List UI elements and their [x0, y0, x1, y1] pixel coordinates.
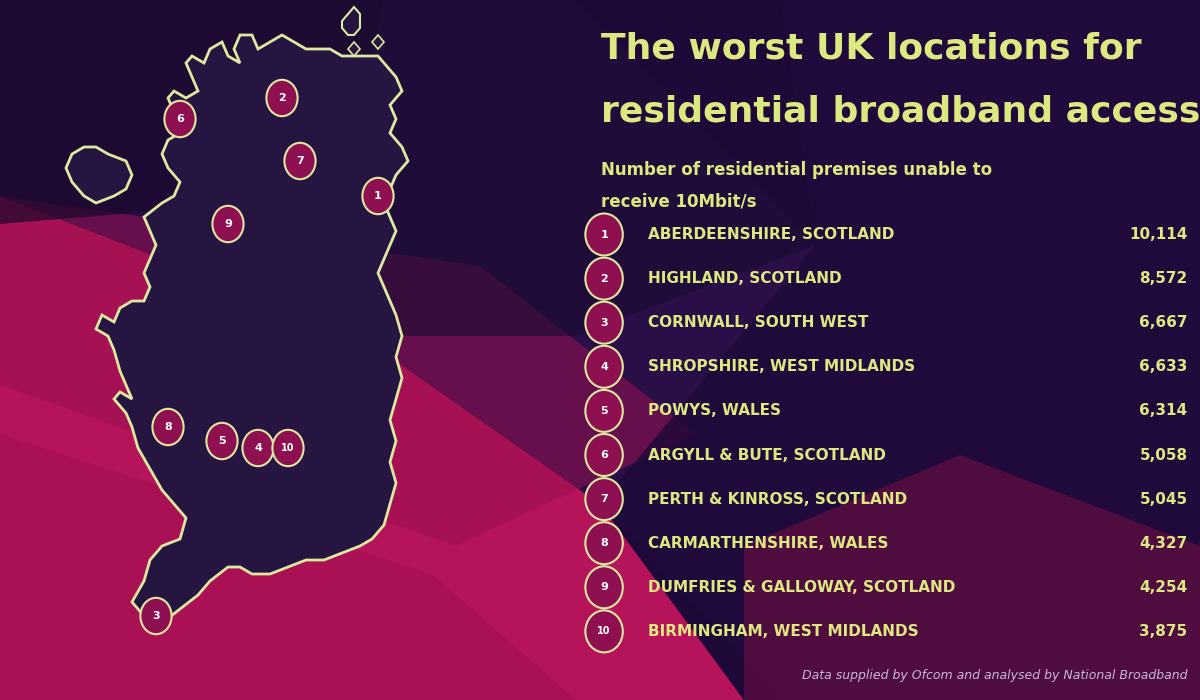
- Text: 4,327: 4,327: [1139, 536, 1188, 551]
- Text: 6: 6: [176, 114, 184, 124]
- Text: 6,633: 6,633: [1139, 359, 1188, 375]
- Text: 4: 4: [600, 362, 608, 372]
- Text: 1: 1: [600, 230, 608, 239]
- Text: 6,667: 6,667: [1139, 315, 1188, 330]
- Polygon shape: [342, 7, 360, 35]
- Text: 2: 2: [600, 274, 608, 284]
- Circle shape: [586, 390, 623, 432]
- Circle shape: [272, 430, 304, 466]
- Circle shape: [242, 430, 274, 466]
- Text: Number of residential premises unable to: Number of residential premises unable to: [601, 161, 992, 179]
- Text: CORNWALL, SOUTH WEST: CORNWALL, SOUTH WEST: [648, 315, 868, 330]
- Text: 3,875: 3,875: [1139, 624, 1188, 639]
- Circle shape: [586, 478, 623, 520]
- Text: HIGHLAND, SCOTLAND: HIGHLAND, SCOTLAND: [648, 271, 841, 286]
- Text: 10: 10: [281, 443, 295, 453]
- Polygon shape: [0, 434, 576, 700]
- Text: residential broadband access: residential broadband access: [601, 94, 1200, 129]
- Text: The worst UK locations for: The worst UK locations for: [601, 32, 1141, 66]
- Text: 8: 8: [600, 538, 608, 548]
- Circle shape: [152, 409, 184, 445]
- Text: 3: 3: [152, 611, 160, 621]
- Text: ARGYLL & BUTE, SCOTLAND: ARGYLL & BUTE, SCOTLAND: [648, 447, 886, 463]
- Circle shape: [586, 566, 623, 608]
- Text: Data supplied by Ofcom and analysed by National Broadband: Data supplied by Ofcom and analysed by N…: [802, 669, 1188, 682]
- Polygon shape: [0, 0, 384, 224]
- Text: 1: 1: [374, 191, 382, 201]
- Text: 5: 5: [600, 406, 608, 416]
- Text: POWYS, WALES: POWYS, WALES: [648, 403, 781, 419]
- Polygon shape: [66, 147, 132, 203]
- Text: 10: 10: [598, 626, 611, 636]
- Text: BIRMINGHAM, WEST MIDLANDS: BIRMINGHAM, WEST MIDLANDS: [648, 624, 918, 639]
- Circle shape: [586, 434, 623, 476]
- Polygon shape: [96, 35, 408, 623]
- Polygon shape: [0, 196, 744, 700]
- Text: receive 10Mbit/s: receive 10Mbit/s: [601, 193, 756, 211]
- Circle shape: [586, 302, 623, 344]
- Polygon shape: [744, 455, 1200, 700]
- Text: 6,314: 6,314: [1139, 403, 1188, 419]
- Circle shape: [586, 258, 623, 300]
- Circle shape: [362, 178, 394, 214]
- Circle shape: [212, 206, 244, 242]
- Circle shape: [206, 423, 238, 459]
- Polygon shape: [348, 42, 360, 56]
- Text: 7: 7: [296, 156, 304, 166]
- Text: SHROPSHIRE, WEST MIDLANDS: SHROPSHIRE, WEST MIDLANDS: [648, 359, 914, 375]
- Text: ABERDEENSHIRE, SCOTLAND: ABERDEENSHIRE, SCOTLAND: [648, 227, 894, 242]
- Polygon shape: [576, 0, 1200, 700]
- Text: 8,572: 8,572: [1139, 271, 1188, 286]
- Polygon shape: [372, 35, 384, 49]
- Text: 9: 9: [600, 582, 608, 592]
- Polygon shape: [336, 0, 816, 336]
- Circle shape: [586, 522, 623, 564]
- Text: 5,045: 5,045: [1139, 491, 1188, 507]
- Text: 10,114: 10,114: [1129, 227, 1188, 242]
- Circle shape: [164, 101, 196, 137]
- Text: PERTH & KINROSS, SCOTLAND: PERTH & KINROSS, SCOTLAND: [648, 491, 907, 507]
- Circle shape: [586, 214, 623, 256]
- Circle shape: [586, 610, 623, 652]
- Circle shape: [140, 598, 172, 634]
- Text: 8: 8: [164, 422, 172, 432]
- Text: 4,254: 4,254: [1139, 580, 1188, 595]
- Text: 7: 7: [600, 494, 608, 504]
- Polygon shape: [0, 196, 696, 546]
- Text: 9: 9: [224, 219, 232, 229]
- Text: DUMFRIES & GALLOWAY, SCOTLAND: DUMFRIES & GALLOWAY, SCOTLAND: [648, 580, 955, 595]
- Text: CARMARTHENSHIRE, WALES: CARMARTHENSHIRE, WALES: [648, 536, 888, 551]
- Circle shape: [586, 346, 623, 388]
- Text: 5: 5: [218, 436, 226, 446]
- Text: 6: 6: [600, 450, 608, 460]
- Text: 4: 4: [254, 443, 262, 453]
- Text: 5,058: 5,058: [1139, 447, 1188, 463]
- Text: 3: 3: [600, 318, 608, 328]
- Text: 2: 2: [278, 93, 286, 103]
- Circle shape: [284, 143, 316, 179]
- Circle shape: [266, 80, 298, 116]
